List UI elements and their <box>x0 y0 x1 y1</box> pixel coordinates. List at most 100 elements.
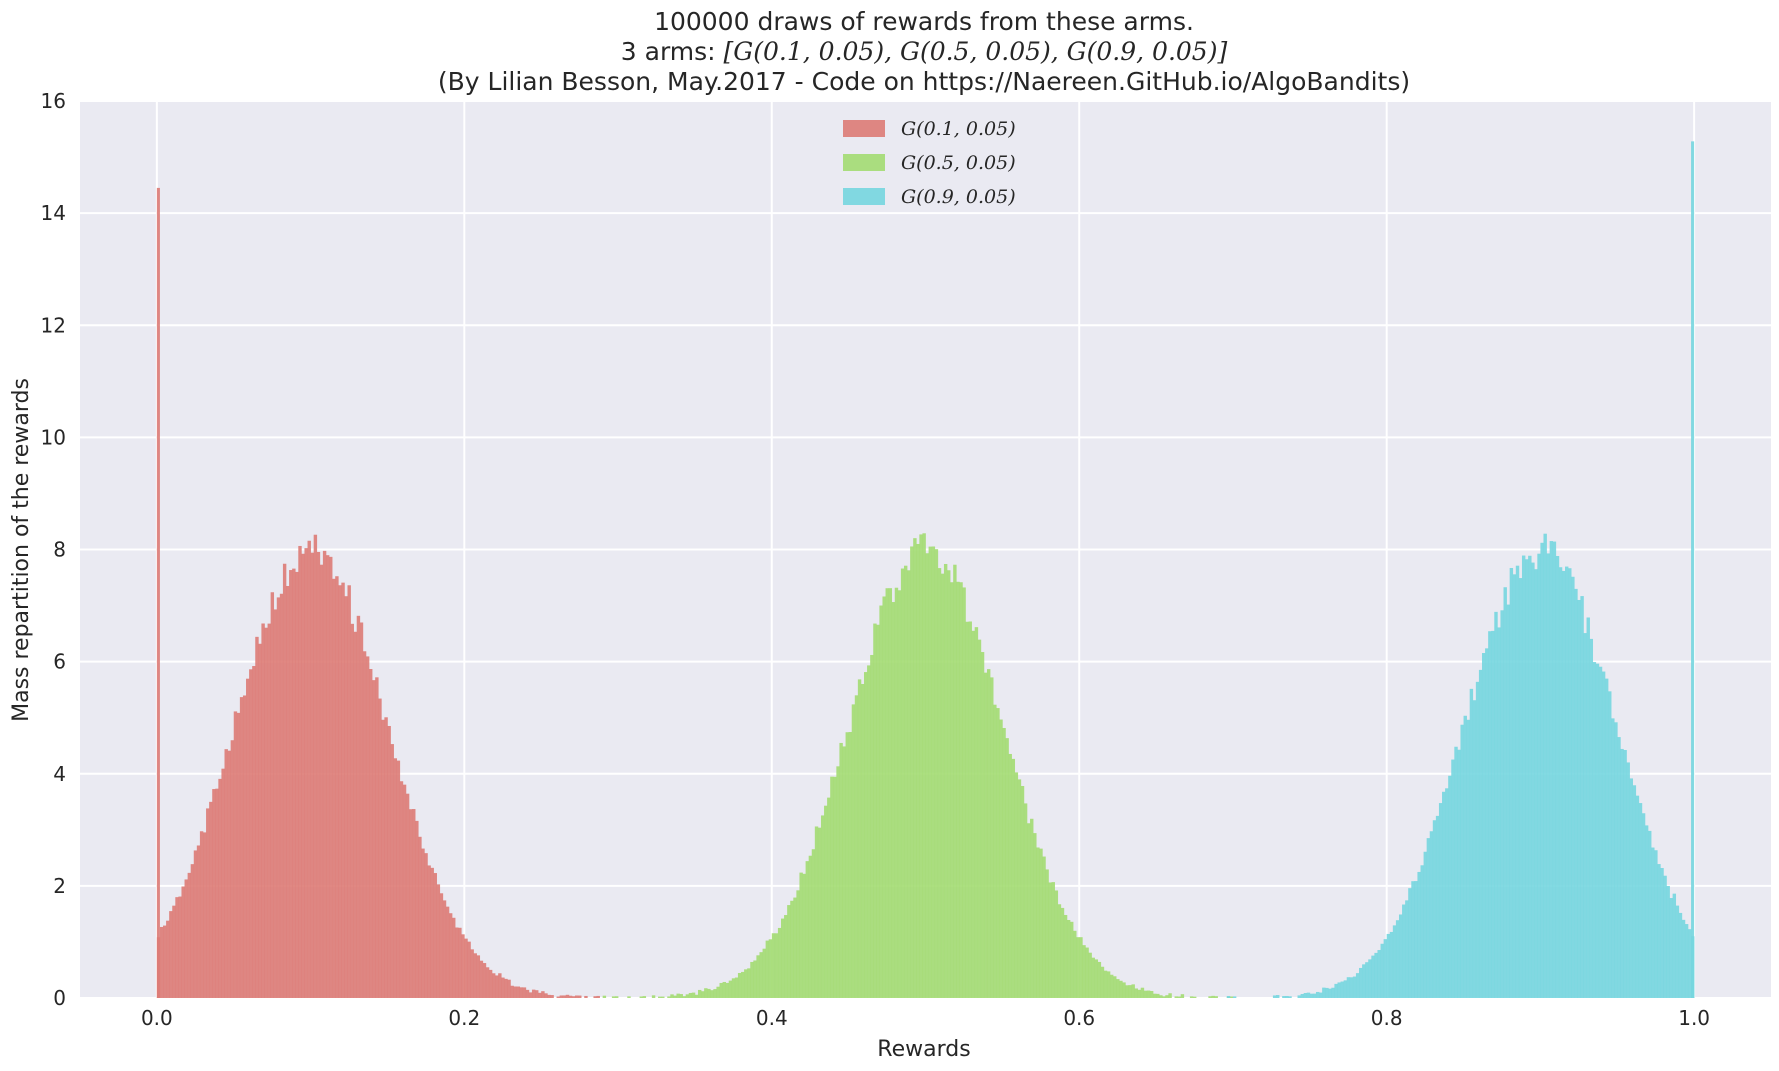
histogram-bar <box>199 831 204 998</box>
histogram-bar <box>1146 990 1151 998</box>
histogram-bar <box>458 927 462 998</box>
histogram-bar <box>1272 995 1277 998</box>
histogram-bar <box>943 563 948 998</box>
histogram-bar <box>1297 995 1301 998</box>
histogram-bar <box>316 551 321 998</box>
y-tick-label: 0 <box>53 986 66 1010</box>
series-bars <box>156 187 600 998</box>
histogram-bar <box>894 587 899 998</box>
histogram-bar <box>538 992 542 998</box>
histogram-bar <box>1503 587 1507 998</box>
histogram-bar <box>1371 955 1375 998</box>
histogram-bar <box>1660 867 1664 998</box>
histogram-bar <box>1057 904 1062 998</box>
histogram-bar <box>860 683 865 998</box>
histogram-bar <box>1398 914 1403 998</box>
histogram-bar <box>215 788 219 998</box>
histogram-bar <box>1494 611 1498 998</box>
histogram-bar <box>1675 905 1680 998</box>
histogram-bar <box>1039 848 1043 998</box>
histogram-bar <box>319 564 324 998</box>
x-tick-label: 0.0 <box>141 1006 173 1030</box>
histogram-bar <box>688 992 693 998</box>
histogram-bar <box>1687 929 1692 998</box>
histogram-bar <box>571 996 576 998</box>
histogram-bar <box>436 884 441 998</box>
histogram-bar <box>1088 952 1092 998</box>
histogram-bar <box>1657 864 1661 998</box>
histogram-bar <box>925 553 929 998</box>
histogram-bar <box>522 987 527 998</box>
histogram-bar <box>1337 982 1341 998</box>
histogram-bar <box>172 905 176 998</box>
histogram-bar <box>218 778 222 998</box>
histogram-bar <box>1306 992 1311 998</box>
histogram-bar <box>178 896 182 998</box>
histogram-bar <box>344 596 348 998</box>
histogram-bar <box>1030 818 1034 998</box>
edge-spike-bar <box>1691 141 1695 998</box>
histogram-bar <box>830 776 834 998</box>
histogram-bar <box>1389 931 1394 998</box>
histogram-bar <box>1017 779 1022 998</box>
histogram-bar <box>661 996 665 998</box>
histogram-bar <box>1070 921 1074 998</box>
y-tick-label: 6 <box>53 650 66 674</box>
y-tick-label: 8 <box>53 538 66 562</box>
histogram-bar <box>1091 957 1095 998</box>
histogram-bar <box>1106 971 1111 998</box>
histogram-bar <box>1586 617 1590 998</box>
histogram-bar <box>1386 933 1391 998</box>
histogram-bar <box>1617 737 1621 998</box>
histogram-bar <box>1134 988 1138 998</box>
histogram-bar <box>485 967 490 998</box>
y-tick-label: 12 <box>41 313 66 337</box>
histogram-bar <box>1349 977 1354 998</box>
histogram-bar <box>1525 559 1529 998</box>
histogram-bar <box>1420 865 1424 998</box>
histogram-bar <box>974 627 979 998</box>
histogram-bar <box>375 677 379 998</box>
histogram-bar <box>1472 700 1477 998</box>
histogram-bar <box>433 873 437 998</box>
histogram-bar <box>1549 541 1554 998</box>
histogram-bar <box>1534 569 1538 998</box>
histogram-bar <box>833 776 837 998</box>
histogram-bar <box>353 631 358 998</box>
histogram-bar <box>1402 904 1406 998</box>
series-bars <box>1226 141 1695 998</box>
histogram-bar <box>1023 803 1028 998</box>
histogram-bar <box>1574 588 1578 998</box>
histogram-bar <box>461 934 465 998</box>
histogram-bar <box>1521 555 1526 998</box>
histogram-bar <box>827 797 831 998</box>
histogram-bar <box>1005 738 1009 998</box>
histogram-bar <box>1355 973 1360 998</box>
histogram-bar <box>919 534 923 998</box>
histogram-bar <box>710 990 714 998</box>
histogram-bar <box>378 698 382 998</box>
histogram-bar <box>1149 990 1154 998</box>
histogram-bar <box>756 955 760 998</box>
histogram-bar <box>658 996 662 998</box>
histogram-bar <box>1457 749 1461 998</box>
histogram-bar <box>467 941 471 998</box>
histogram-bar <box>931 546 936 998</box>
histogram-bar <box>1528 555 1532 998</box>
histogram-bar <box>704 988 708 998</box>
histogram-bar <box>719 982 723 998</box>
histogram-bar <box>261 623 265 998</box>
histogram-bar <box>175 897 179 998</box>
histogram-bar <box>387 725 391 998</box>
histogram-bar <box>372 680 376 998</box>
histogram-bar <box>227 750 231 998</box>
histogram-bar <box>233 711 238 998</box>
histogram-bar <box>642 996 647 998</box>
histogram-bar <box>1589 638 1594 998</box>
histogram-bar <box>448 913 453 998</box>
histogram-bar <box>1008 753 1012 998</box>
histogram-bar <box>1174 996 1178 998</box>
histogram-bar <box>983 672 988 998</box>
histogram-bar <box>753 960 757 998</box>
histogram-bar <box>1632 785 1637 998</box>
